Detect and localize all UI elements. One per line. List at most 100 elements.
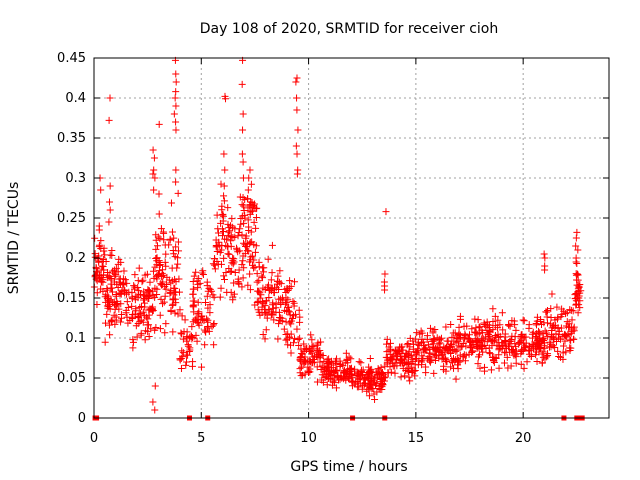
data-point	[541, 327, 549, 335]
data-point	[95, 258, 103, 266]
data-point	[472, 342, 480, 350]
x-axis-title: GPS time / hours	[290, 459, 407, 475]
data-point	[556, 335, 564, 343]
data-point	[171, 253, 179, 261]
data-point	[275, 317, 283, 325]
data-point	[233, 246, 241, 254]
data-point	[137, 329, 145, 337]
y-tick-label: 0	[78, 411, 86, 426]
data-point	[495, 364, 503, 372]
data-point	[572, 301, 580, 309]
data-point	[99, 278, 107, 286]
data-point	[166, 236, 174, 244]
data-point	[417, 339, 425, 347]
data-point	[218, 241, 226, 249]
data-point	[292, 310, 300, 318]
data-point	[268, 310, 276, 318]
data-point	[220, 197, 228, 205]
data-point	[320, 357, 328, 365]
data-point	[245, 223, 253, 231]
x-tick-label: 5	[197, 431, 205, 446]
data-point	[261, 310, 269, 318]
data-point	[317, 338, 325, 346]
data-point	[260, 305, 268, 313]
y-tick-label: 0.15	[57, 291, 86, 306]
data-point	[406, 377, 414, 385]
y-tick-label: 0.25	[57, 211, 86, 226]
data-point	[405, 373, 413, 381]
data-point	[384, 369, 392, 377]
data-point	[105, 198, 113, 206]
data-point	[284, 296, 292, 304]
data-point	[149, 398, 157, 406]
data-point	[203, 282, 211, 290]
data-point	[532, 319, 540, 327]
data-point	[292, 142, 300, 150]
data-point	[135, 287, 143, 295]
data-point	[274, 335, 282, 343]
data-point	[495, 351, 503, 359]
data-point	[147, 325, 155, 333]
data-point	[204, 318, 212, 326]
data-point	[382, 208, 390, 216]
data-point	[443, 337, 451, 345]
data-point	[572, 258, 580, 266]
data-point	[381, 286, 389, 294]
data-point	[547, 314, 555, 322]
data-point	[377, 381, 385, 389]
data-point	[314, 347, 322, 355]
data-point	[544, 332, 552, 340]
data-point	[154, 270, 162, 278]
data-point	[151, 174, 159, 182]
data-point	[438, 346, 446, 354]
data-point	[547, 305, 555, 313]
data-point	[447, 320, 455, 328]
data-point	[223, 235, 231, 243]
data-point	[479, 335, 487, 343]
data-point	[276, 267, 284, 275]
data-point	[333, 373, 341, 381]
data-point	[128, 311, 136, 319]
data-point	[243, 242, 251, 250]
data-point	[553, 303, 561, 311]
data-point	[576, 304, 584, 312]
data-point	[141, 336, 149, 344]
data-point	[115, 305, 123, 313]
data-point	[172, 78, 180, 86]
data-point	[548, 290, 556, 298]
data-point	[190, 272, 198, 280]
data-point	[161, 258, 169, 266]
data-point	[268, 241, 276, 249]
data-point	[225, 224, 233, 232]
data-point	[252, 224, 260, 232]
data-point	[307, 347, 315, 355]
data-point	[330, 368, 338, 376]
data-point	[172, 118, 180, 126]
data-point	[181, 316, 189, 324]
data-point	[189, 277, 197, 285]
data-point	[155, 210, 163, 218]
data-point	[114, 284, 122, 292]
data-point	[267, 276, 275, 284]
data-point	[247, 180, 255, 188]
data-point	[255, 258, 263, 266]
y-tick-label: 0.2	[65, 251, 86, 266]
data-point	[567, 344, 575, 352]
data-point	[121, 276, 129, 284]
data-point	[177, 364, 185, 372]
data-point	[172, 243, 180, 251]
data-point	[426, 324, 434, 332]
data-point	[313, 378, 321, 386]
data-point	[541, 344, 549, 352]
data-point	[227, 267, 235, 275]
data-point	[474, 316, 482, 324]
data-point	[284, 307, 292, 315]
data-point	[368, 385, 376, 393]
data-point	[220, 192, 228, 200]
data-point	[238, 150, 246, 158]
data-point	[540, 250, 548, 258]
data-point	[244, 186, 252, 194]
data-point	[230, 290, 238, 298]
data-point	[202, 299, 210, 307]
data-point	[389, 352, 397, 360]
